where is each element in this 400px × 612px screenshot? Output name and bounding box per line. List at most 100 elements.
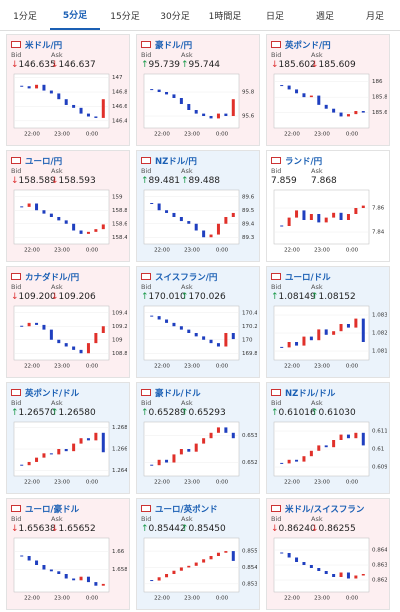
ask-label: Ask [311, 283, 323, 291]
ask-price: ↑0.65293 [181, 408, 226, 420]
ask-label: Ask [181, 283, 193, 291]
tab[interactable]: 日足 [265, 11, 284, 22]
ask-label: Ask [311, 399, 323, 407]
bid-label: Bid [141, 399, 152, 407]
ask-label: Ask [181, 399, 193, 407]
bid-value: 89.481 [148, 176, 181, 186]
candle [287, 553, 291, 558]
rate-card[interactable]: 豪ドル/円 Bid Ask ↑95.739 ↑95.744 95.8 95.6 22:00 23… [136, 34, 260, 146]
ask-price: ↑95.744 [181, 60, 221, 72]
tab[interactable]: 月足 [365, 11, 384, 22]
pair-name: 豪ドル/円 [155, 40, 193, 51]
rate-card[interactable]: ユーロ/英ポンド Bid Ask ↑0.85442 ↑0.85450 0.855 0.854… [136, 498, 260, 610]
flag [141, 157, 151, 164]
candle [64, 99, 68, 105]
arrow: ↑ [141, 292, 149, 302]
candle [27, 556, 31, 561]
candle [224, 113, 228, 116]
labels: Bid Ask [11, 515, 125, 524]
rate-card[interactable]: ランド/円 Bid Ask 7.859 7.868 7.86 7.84 22:00 23:00 0… [266, 150, 390, 262]
bid-value: 1.65638 [18, 524, 56, 534]
x-tick-label: 22:00 [24, 132, 40, 138]
rate-card[interactable]: NZドル/円 Bid Ask ↑89.481 ↑89.488 89.6 89.5 89.4 89… [136, 150, 260, 262]
y-tick-label: 7.86 [372, 206, 385, 212]
ask-price: ↑170.026 [181, 292, 226, 304]
candle [302, 336, 306, 346]
candle [295, 557, 299, 562]
candle [302, 93, 306, 98]
candle [64, 574, 68, 579]
tab[interactable]: 1分足 [13, 11, 37, 22]
y-tick-label: 1.658 [112, 567, 127, 573]
ask-label: Ask [51, 167, 63, 175]
tab[interactable]: 5分足 [50, 0, 100, 30]
bid-label: Bid [271, 399, 282, 407]
candle [339, 112, 343, 117]
candle [79, 230, 83, 234]
tab[interactable]: 15分足 [110, 11, 140, 22]
rate-card[interactable]: ユーロ/円 Bid Ask ↓158.589 ↓158.593 159 158.8 158.6… [6, 150, 130, 262]
arrow: ↓ [51, 524, 59, 534]
rate-card[interactable]: カナダドル/円 Bid Ask ↓109.200 ↓109.206 109.4 109.2 1… [6, 266, 130, 378]
rate-card[interactable]: ユーロ/豪ドル Bid Ask ↓1.65638 ↓1.65652 1.66 1.658 22… [6, 498, 130, 610]
labels: Bid Ask [11, 51, 125, 60]
card-title: ユーロ/円 [11, 154, 125, 167]
rate-card[interactable]: 豪ドル/ドル Bid Ask ↑0.65289 ↑0.65293 0.653 0.652 22… [136, 382, 260, 494]
y-tick-label: 109.4 [112, 310, 127, 316]
labels: Bid Ask [271, 399, 385, 408]
plot-area [143, 421, 240, 477]
card-title: 豪ドル/ドル [141, 386, 255, 399]
labels: Bid Ask [141, 167, 255, 176]
tab[interactable]: 週足 [315, 11, 334, 22]
rate-card[interactable]: スイスフラン/円 Bid Ask ↑170.010 ↑170.026 170.4 170.2… [136, 266, 260, 378]
tab[interactable]: 30分足 [160, 11, 190, 22]
candle [332, 108, 336, 113]
rate-card[interactable]: ユーロ/ドル Bid Ask ↑1.08149 ↑1.08152 1.083 1.082 1.… [266, 266, 390, 378]
y-tick-label: 0.652 [242, 460, 257, 466]
rate-card[interactable]: 米ドル/スイスフラン Bid Ask ↓0.86240 ↓0.86255 0.864 0.8… [266, 498, 390, 610]
bid-price: ↓1.65638 [11, 524, 56, 536]
ask-price: ↑1.26580 [51, 408, 96, 420]
rate-card[interactable]: 英ポンド/ドル Bid Ask ↑1.26570 ↑1.26580 1.268 1.266 1… [6, 382, 130, 494]
candle [209, 339, 213, 344]
ask-label: Ask [311, 51, 323, 59]
candle [57, 93, 61, 100]
candle [35, 203, 39, 211]
bid-value: 0.85442 [148, 524, 186, 534]
pair-name: ランド/円 [285, 156, 323, 167]
bid-price: ↓158.589 [11, 176, 56, 188]
flag [11, 505, 21, 512]
candle [324, 217, 328, 223]
x-tick-label: 23:00 [184, 596, 200, 602]
candle [157, 203, 161, 211]
plot-area [13, 189, 110, 245]
bid-value: 95.739 [148, 60, 181, 70]
x-tick-label: 0:00 [346, 248, 359, 254]
arrow: ↑ [311, 292, 319, 302]
candle [187, 449, 191, 452]
card-grid: 米ドル/円 Bid Ask ↓146.635 ↓146.637 147 146.8 146.6… [6, 34, 390, 610]
candle [86, 576, 90, 583]
y-tick-label: 1.268 [112, 425, 127, 431]
pair-name: 米ドル/円 [25, 40, 63, 51]
ask-label: Ask [51, 399, 63, 407]
candle [64, 449, 68, 452]
arrow: ↑ [51, 408, 59, 418]
candle [42, 324, 46, 330]
x-tick-label: 22:00 [154, 132, 170, 138]
plot-area [143, 189, 240, 245]
rate-card[interactable]: 米ドル/円 Bid Ask ↓146.635 ↓146.637 147 146.8 146.6… [6, 34, 130, 146]
arrow: ↓ [11, 60, 19, 70]
y-tick-label: 1.081 [372, 349, 387, 355]
candle [194, 443, 198, 452]
candle [317, 329, 321, 341]
bid-value: 0.65289 [148, 408, 186, 418]
bid-price: 7.859 [271, 176, 311, 188]
tab[interactable]: 1時間足 [208, 11, 242, 22]
rate-card[interactable]: 英ポンド/円 Bid Ask ↓185.602 ↓185.609 186 185.8 185.… [266, 34, 390, 146]
rate-card[interactable]: NZドル/ドル Bid Ask ↑0.61016 ↑0.61030 0.611 0.61 0.… [266, 382, 390, 494]
candle [79, 438, 83, 444]
y-tick-label: 7.84 [372, 230, 385, 236]
arrow: ↓ [51, 176, 59, 186]
